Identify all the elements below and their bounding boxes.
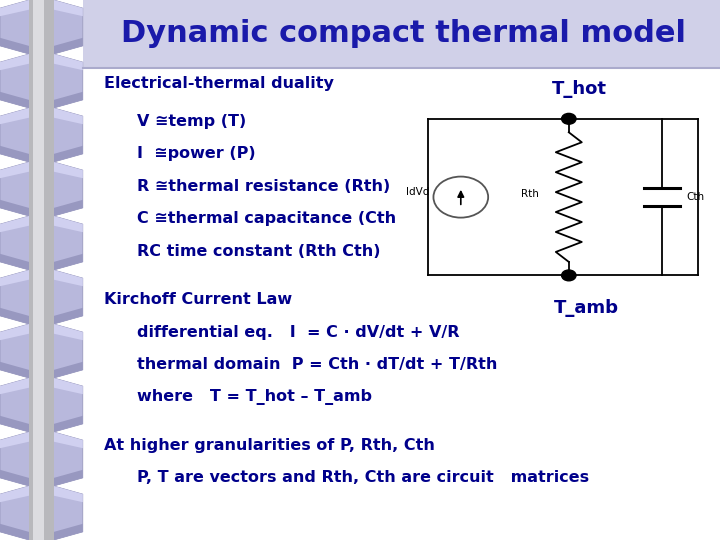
Text: T_amb: T_amb — [554, 299, 619, 317]
Polygon shape — [0, 378, 83, 394]
Text: C ≅thermal capacitance (Cth: C ≅thermal capacitance (Cth — [137, 211, 396, 226]
Polygon shape — [0, 146, 83, 162]
Text: Dynamic compact thermal model: Dynamic compact thermal model — [121, 19, 685, 48]
Text: where   T = T_hot – T_amb: where T = T_hot – T_amb — [137, 389, 372, 405]
Text: Rth: Rth — [521, 190, 539, 199]
Text: Cth: Cth — [686, 192, 704, 202]
Polygon shape — [0, 38, 83, 54]
Polygon shape — [0, 324, 83, 378]
Polygon shape — [0, 486, 83, 502]
Text: IdVd: IdVd — [407, 187, 430, 197]
Text: T_hot: T_hot — [552, 80, 607, 98]
Text: I  ≅power (P): I ≅power (P) — [137, 146, 256, 161]
Polygon shape — [0, 524, 83, 540]
Bar — [83, 0, 720, 68]
Text: P, T are vectors and Rth, Cth are circuit   matrices: P, T are vectors and Rth, Cth are circui… — [137, 470, 589, 485]
Polygon shape — [0, 432, 83, 486]
Polygon shape — [0, 92, 83, 108]
Polygon shape — [0, 54, 83, 108]
Polygon shape — [0, 216, 83, 232]
Polygon shape — [0, 486, 83, 540]
Text: differential eq.   I  = C · dV/dt + V/R: differential eq. I = C · dV/dt + V/R — [137, 325, 459, 340]
Polygon shape — [0, 308, 83, 324]
Polygon shape — [0, 0, 83, 54]
Circle shape — [562, 113, 576, 124]
Polygon shape — [0, 270, 83, 324]
Polygon shape — [0, 254, 83, 270]
Polygon shape — [0, 324, 83, 340]
Bar — [29, 0, 54, 540]
Polygon shape — [0, 362, 83, 378]
Polygon shape — [0, 162, 83, 216]
Text: Electrical-thermal duality: Electrical-thermal duality — [104, 76, 334, 91]
Text: thermal domain  P = Cth · dT/dt + T/Rth: thermal domain P = Cth · dT/dt + T/Rth — [137, 357, 498, 372]
Bar — [34, 0, 44, 540]
Polygon shape — [0, 0, 83, 16]
Polygon shape — [0, 416, 83, 432]
Polygon shape — [0, 200, 83, 216]
Text: At higher granularities of P, Rth, Cth: At higher granularities of P, Rth, Cth — [104, 438, 436, 453]
Text: V ≅temp (T): V ≅temp (T) — [137, 114, 246, 129]
Polygon shape — [0, 432, 83, 448]
Polygon shape — [0, 270, 83, 286]
Polygon shape — [0, 162, 83, 178]
Text: R ≅thermal resistance (Rth): R ≅thermal resistance (Rth) — [137, 179, 390, 194]
Polygon shape — [0, 54, 83, 70]
Polygon shape — [0, 108, 83, 124]
Circle shape — [562, 270, 576, 281]
Polygon shape — [0, 216, 83, 270]
Text: RC time constant (Rth Cth): RC time constant (Rth Cth) — [137, 244, 380, 259]
Text: Kirchoff Current Law: Kirchoff Current Law — [104, 292, 292, 307]
Polygon shape — [0, 470, 83, 486]
Bar — [32, 0, 44, 540]
Polygon shape — [0, 108, 83, 162]
Bar — [29, 0, 54, 540]
Polygon shape — [0, 378, 83, 432]
